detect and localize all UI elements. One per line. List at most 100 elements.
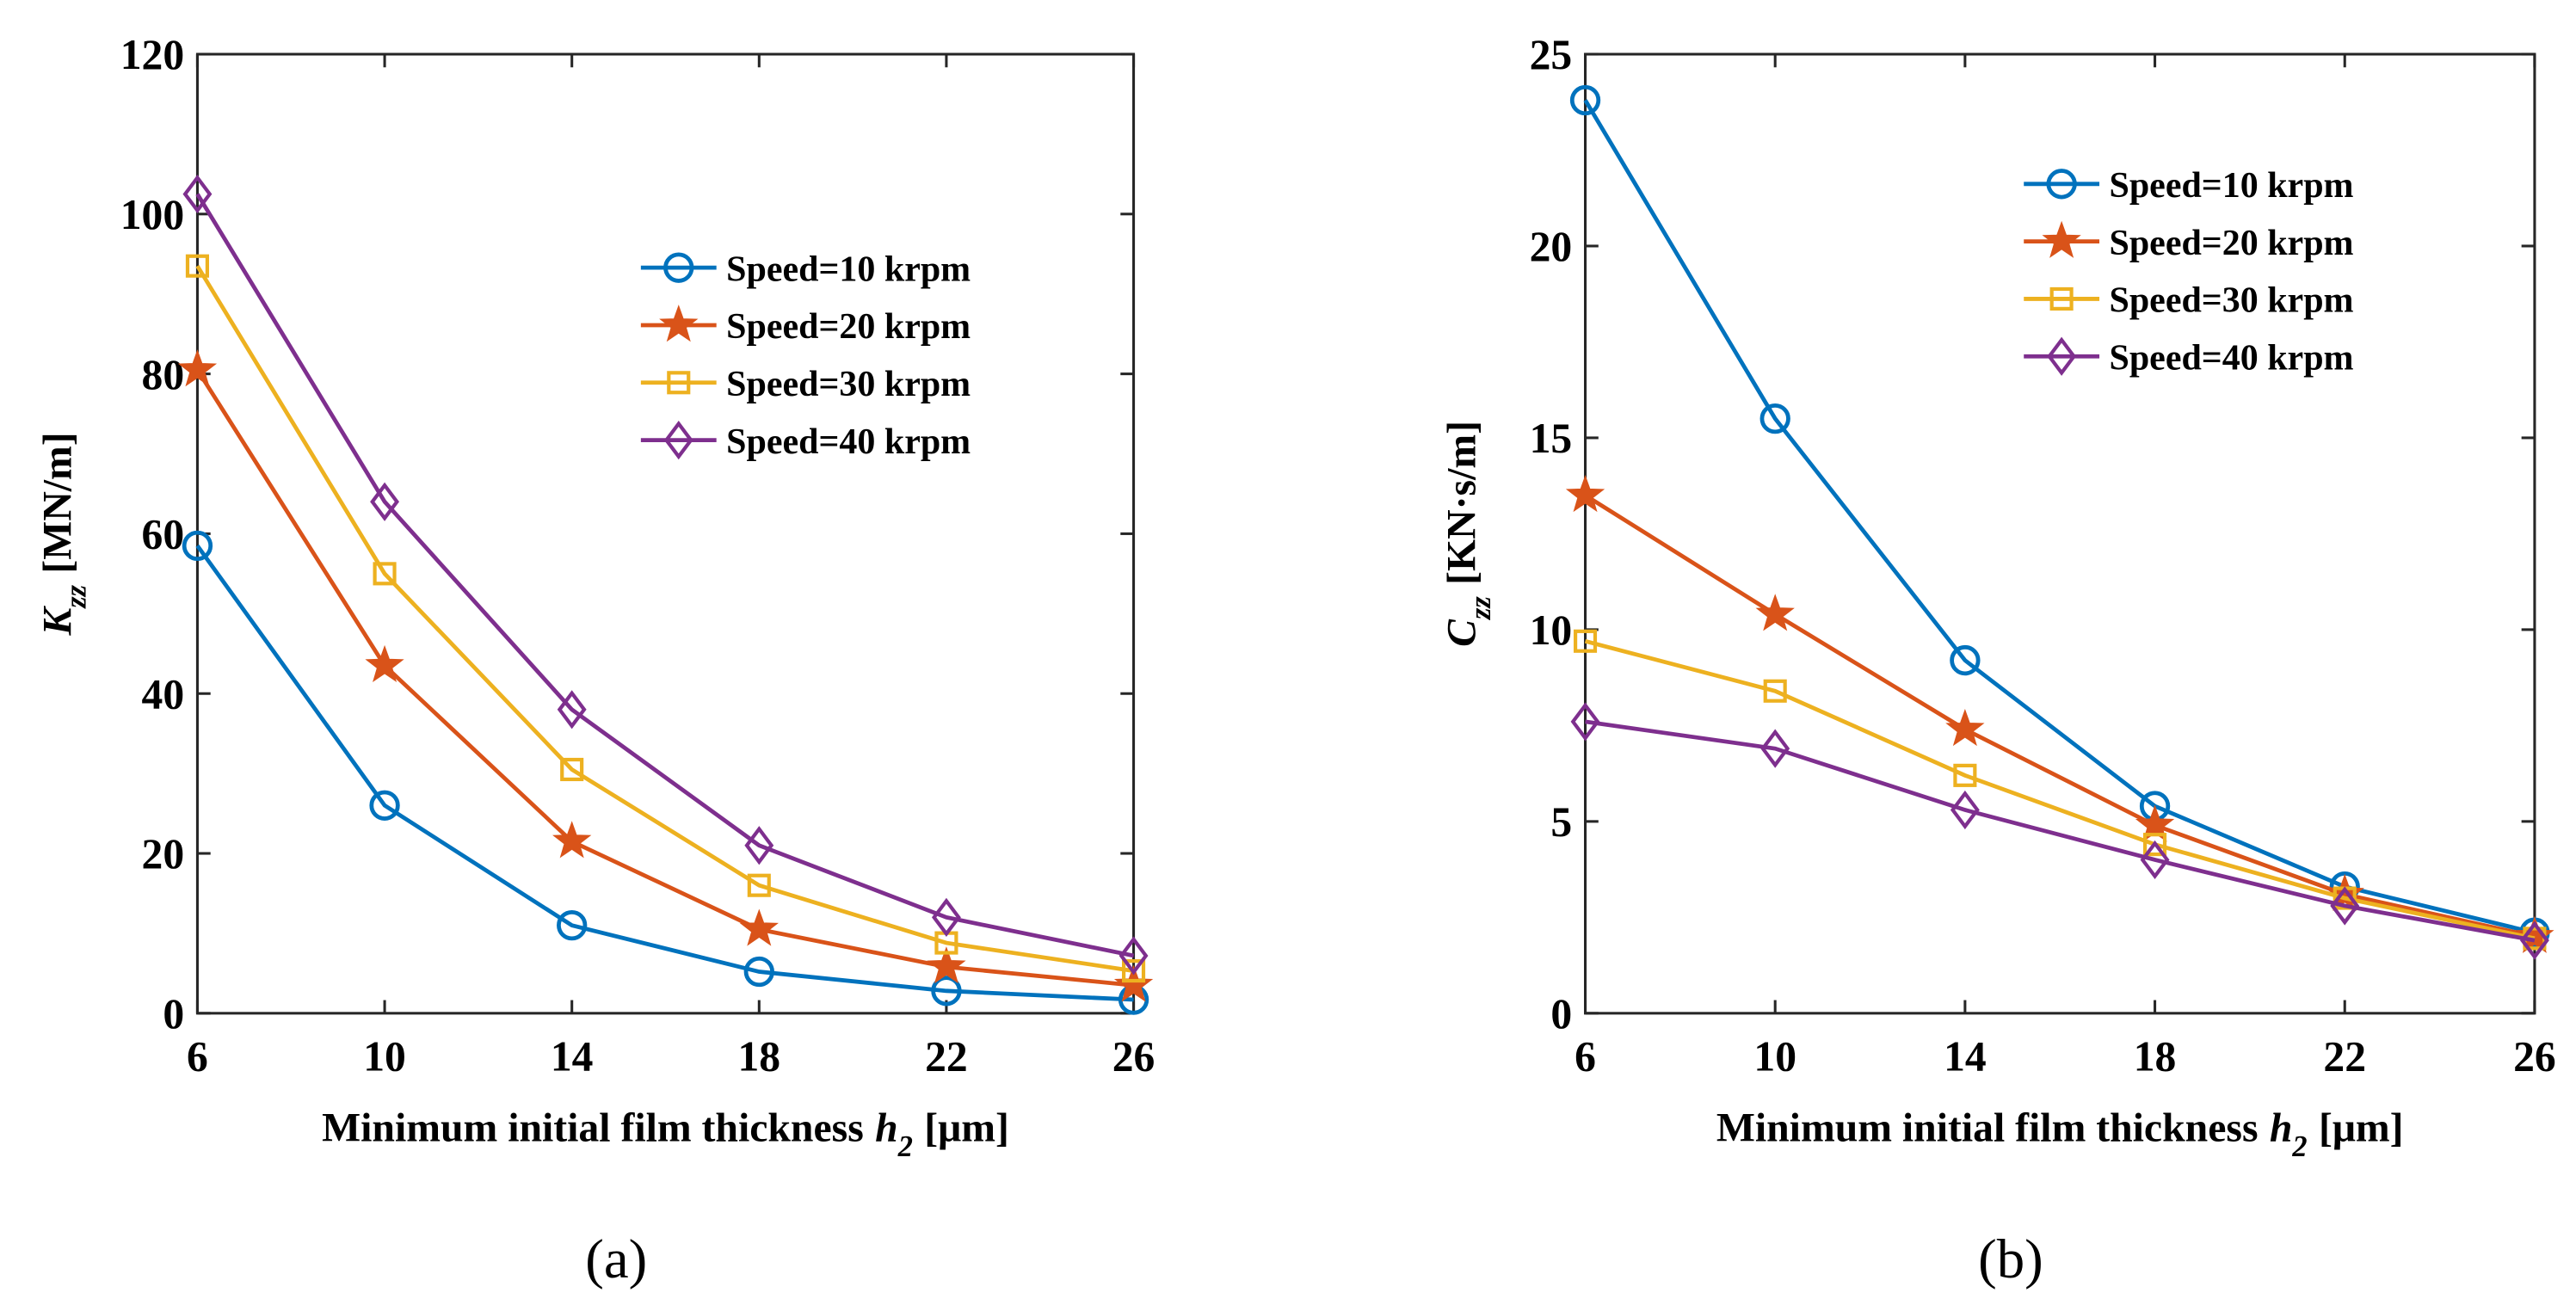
- y-tick-label: 25: [1530, 31, 1573, 78]
- marker: [2519, 920, 2549, 960]
- marker: [560, 757, 584, 782]
- x-tick-label: 22: [2323, 1033, 2366, 1080]
- marker: [2330, 886, 2360, 926]
- marker: [373, 562, 397, 586]
- y-tick-label: 15: [1530, 415, 1573, 462]
- marker: [747, 873, 771, 897]
- series-line: [195, 264, 1134, 973]
- y-tick-label: 5: [1550, 798, 1572, 846]
- legend-marker: [663, 421, 693, 460]
- plot-frame: [1583, 52, 2536, 1015]
- y-tick-label: 80: [142, 351, 185, 398]
- plot-frame: [195, 52, 1136, 1015]
- legend-marker: [663, 252, 694, 283]
- marker: [1122, 959, 1146, 983]
- marker: [177, 349, 218, 387]
- x-axis-label: Minimum initial film thickness h2 [μm]: [322, 1105, 1009, 1163]
- y-axis-label: Czz [KN·s/m]: [1439, 421, 1497, 647]
- marker: [739, 908, 779, 946]
- y-tick-label: 20: [142, 830, 185, 877]
- legend-label: Speed=30 krpm: [2109, 281, 2353, 321]
- marker: [182, 530, 213, 562]
- marker: [557, 690, 587, 730]
- y-tick-label: 60: [142, 511, 185, 558]
- y-label-unit: [MN/m]: [34, 432, 80, 573]
- marker: [1950, 790, 1980, 830]
- marker: [2140, 840, 2170, 880]
- y-label-unit: [KN·s/m]: [1439, 421, 1485, 585]
- marker: [1569, 84, 1601, 116]
- marker: [2325, 873, 2364, 911]
- panel-label: (a): [585, 1228, 647, 1290]
- x-label-symbol: h: [875, 1105, 898, 1151]
- marker: [2515, 915, 2554, 953]
- marker: [370, 482, 400, 521]
- y-tick-label: 0: [163, 990, 184, 1037]
- marker: [1759, 403, 1790, 434]
- marker: [743, 956, 774, 988]
- marker: [931, 976, 962, 1007]
- marker: [1755, 594, 1795, 631]
- x-label-subscript: 2: [897, 1130, 913, 1163]
- x-tick-label: 6: [1575, 1033, 1596, 1080]
- legend-label: Speed=40 krpm: [726, 422, 971, 462]
- x-tick-label: 26: [1112, 1033, 1156, 1080]
- marker: [2135, 804, 2175, 842]
- legend-marker: [2047, 336, 2077, 376]
- legend-label: Speed=20 krpm: [726, 307, 971, 347]
- x-label-text: Minimum initial film thickness: [322, 1105, 864, 1151]
- series-line: [1584, 638, 2536, 941]
- marker: [1119, 936, 1149, 976]
- x-tick-label: 18: [737, 1033, 780, 1080]
- y-tick-label: 0: [1550, 990, 1572, 1037]
- marker: [1113, 964, 1154, 1002]
- marker: [1763, 679, 1787, 703]
- marker: [365, 644, 404, 682]
- y-label-symbol: C: [1439, 619, 1485, 647]
- marker: [744, 826, 774, 865]
- marker: [1950, 644, 1981, 676]
- legend-marker: [2049, 286, 2074, 311]
- marker: [182, 174, 213, 214]
- marker: [1953, 763, 1977, 787]
- legend-label: Speed=30 krpm: [726, 365, 971, 404]
- marker: [1570, 702, 1600, 742]
- legend-marker: [667, 371, 691, 395]
- marker: [2143, 833, 2167, 857]
- y-label-subscript: zz: [60, 584, 93, 608]
- legend-marker: [2046, 169, 2077, 200]
- y-tick-label: 120: [120, 31, 184, 78]
- x-tick-label: 6: [187, 1033, 208, 1080]
- y-label-subscript: zz: [1464, 596, 1497, 620]
- marker: [931, 897, 961, 937]
- x-tick-label: 14: [1944, 1033, 1987, 1080]
- series-line: [1583, 99, 2536, 935]
- legend-label: Speed=40 krpm: [2109, 339, 2353, 379]
- y-tick-label: 20: [1530, 223, 1573, 270]
- x-label-symbol: h: [2270, 1105, 2293, 1151]
- x-label-unit: [μm]: [924, 1105, 1009, 1151]
- legend-label: Speed=10 krpm: [726, 249, 971, 289]
- panel-label: (b): [1978, 1228, 2043, 1290]
- y-label-symbol: K: [34, 606, 80, 637]
- y-tick-label: 100: [120, 191, 184, 238]
- marker: [1945, 709, 1985, 747]
- legend-marker: [659, 305, 699, 342]
- legend-label: Speed=20 krpm: [2109, 224, 2353, 263]
- x-axis-label: Minimum initial film thickness h2 [μm]: [1716, 1105, 2404, 1163]
- legend-label: Speed=10 krpm: [2109, 166, 2353, 206]
- series-line: [195, 368, 1134, 988]
- marker: [185, 254, 209, 278]
- x-label-subscript: 2: [2291, 1130, 2307, 1163]
- marker: [369, 790, 400, 821]
- x-label-text: Minimum initial film thickness: [1716, 1105, 2259, 1151]
- x-tick-label: 14: [551, 1033, 594, 1080]
- x-tick-label: 26: [2513, 1033, 2556, 1080]
- marker: [552, 821, 592, 859]
- marker: [1565, 475, 1605, 513]
- y-axis-label: Kzz [MN/m]: [34, 432, 92, 636]
- x-tick-label: 18: [2134, 1033, 2177, 1080]
- series-line: [195, 544, 1134, 1002]
